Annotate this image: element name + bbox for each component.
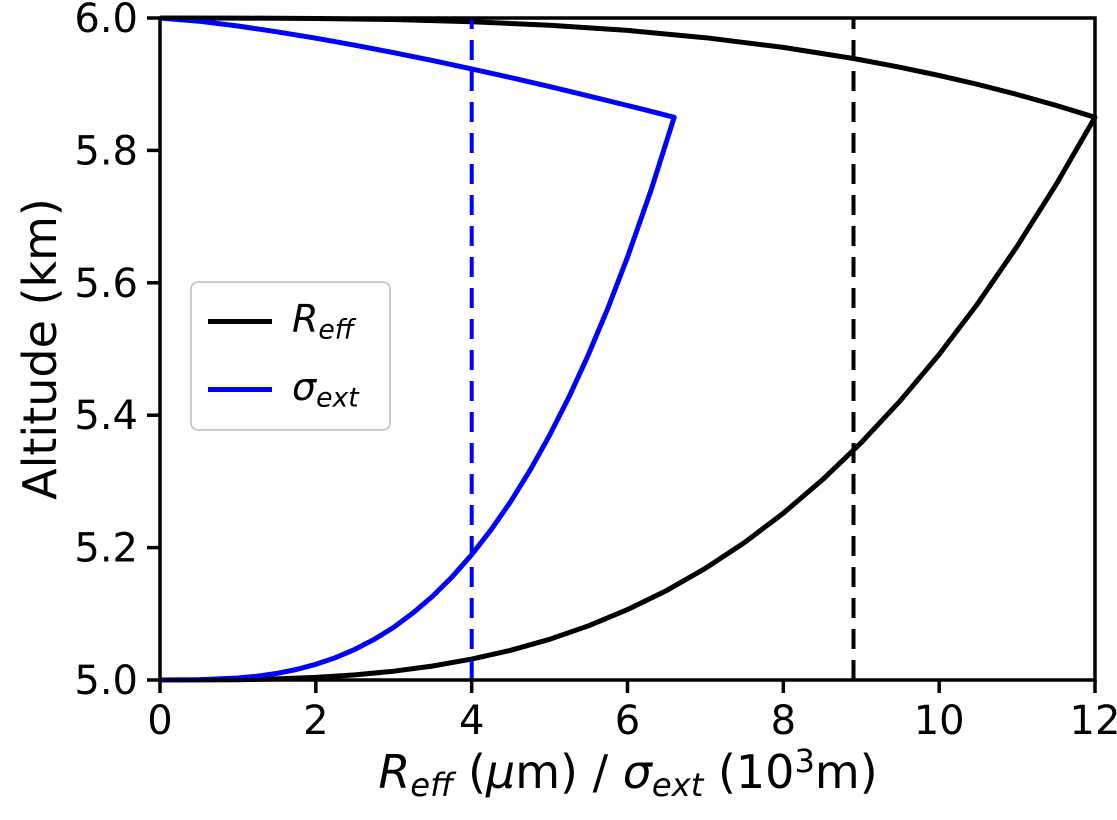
legend-label: σext <box>292 364 359 414</box>
series-sigma-ext-profile <box>159 15 677 683</box>
x-tick-label: 8 <box>771 698 796 744</box>
legend-line-sample <box>208 319 272 325</box>
x-tick-label: 12 <box>1070 698 1117 744</box>
label-superscript: 3 <box>794 742 815 780</box>
label-text: m) / <box>515 745 623 800</box>
x-tick-label: 10 <box>914 698 965 744</box>
label-subscript: eff <box>410 766 454 805</box>
label-text: R <box>292 297 319 341</box>
legend-item-r-eff: Reff <box>208 297 359 346</box>
x-tick-label: 0 <box>147 698 172 744</box>
label-text: σ <box>292 364 317 409</box>
series-r-eff-profile <box>159 15 1098 683</box>
label-text: (10 <box>703 745 795 800</box>
label-text: σ <box>622 745 652 800</box>
legend-line-sample <box>208 387 272 393</box>
y-tick-label: 5.6 <box>74 261 138 307</box>
legend: Reff σext <box>190 281 391 431</box>
label-subscript: ext <box>316 382 359 414</box>
y-tick-label: 6.0 <box>74 0 138 42</box>
label-text: μ <box>485 745 516 800</box>
x-axis-label: Reff (μm) / σext (103m) <box>378 742 877 804</box>
y-tick-label: 5.0 <box>74 658 138 704</box>
y-tick-label: 5.8 <box>74 128 138 174</box>
legend-label: Reff <box>292 297 354 346</box>
x-tick-label: 6 <box>615 698 640 744</box>
x-tick-label: 2 <box>303 698 328 744</box>
y-axis-label: Altitude (km) <box>13 198 67 500</box>
label-subscript: eff <box>318 314 354 346</box>
legend-item-sigma-ext: σext <box>208 364 359 414</box>
label-text: R <box>378 745 411 800</box>
x-tick-label: 4 <box>459 698 484 744</box>
y-tick-label: 5.4 <box>74 393 138 439</box>
label-text: ( <box>453 745 486 800</box>
label-text: m) <box>814 745 878 800</box>
y-tick-label: 5.2 <box>74 526 138 572</box>
label-subscript: ext <box>651 766 704 805</box>
